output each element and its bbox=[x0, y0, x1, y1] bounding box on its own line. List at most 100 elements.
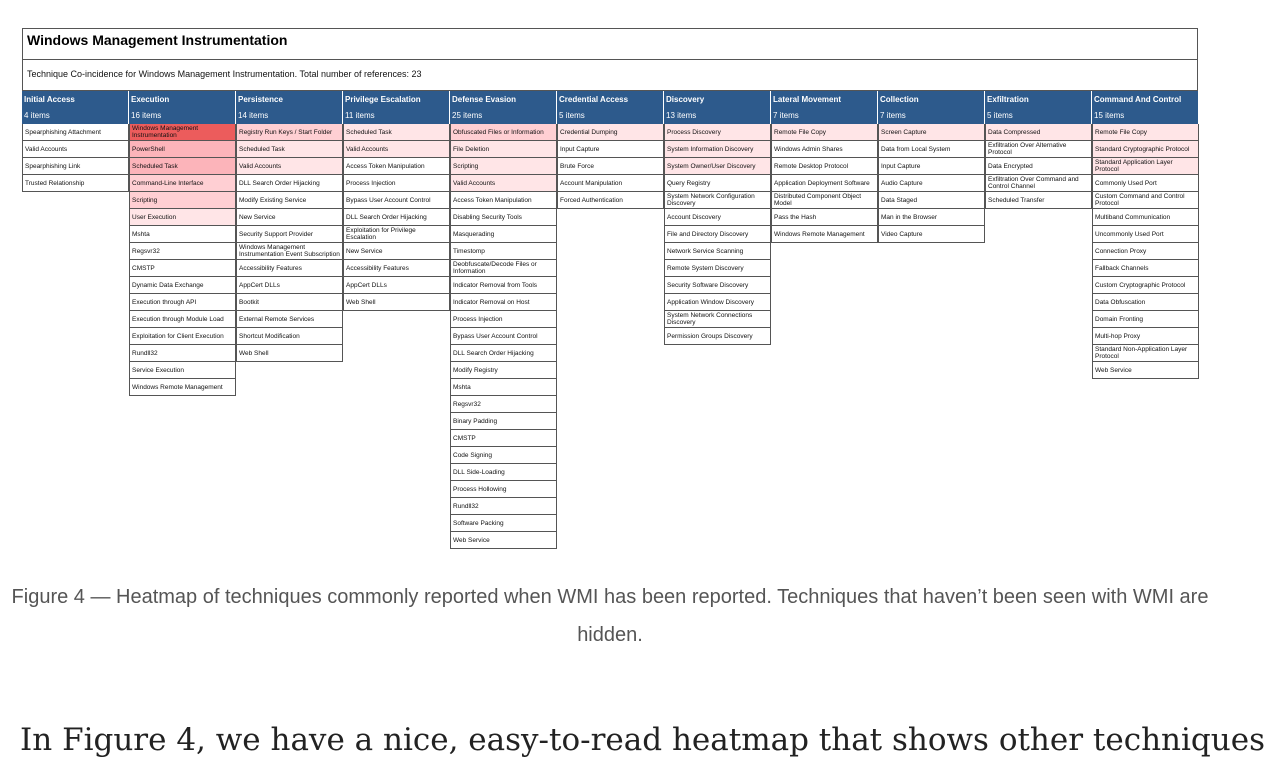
tactic-header: Credential Access 5 items bbox=[557, 91, 664, 124]
technique-cell: Mshta bbox=[129, 226, 236, 243]
technique-cell: Windows Remote Management bbox=[771, 226, 878, 243]
technique-cell: Pass the Hash bbox=[771, 209, 878, 226]
tactic-name: Privilege Escalation bbox=[345, 95, 421, 104]
tactic-name: Execution bbox=[131, 95, 170, 104]
technique-cell: System Network Connections Discovery bbox=[664, 311, 771, 328]
technique-cell: Spearphishing Attachment bbox=[22, 124, 129, 141]
technique-cell: DLL Search Order Hijacking bbox=[450, 345, 557, 362]
tactic-column: Execution 16 items Windows Management Inst… bbox=[129, 91, 236, 396]
technique-cell: Permission Groups Discovery bbox=[664, 328, 771, 345]
technique-cell: Custom Command and Control Protocol bbox=[1092, 192, 1199, 209]
technique-cell: Remote File Copy bbox=[1092, 124, 1199, 141]
tactic-column: Defense Evasion 25 items Obfuscated Files … bbox=[450, 91, 557, 549]
technique-cell: Brute Force bbox=[557, 158, 664, 175]
technique-cell: Indicator Removal on Host bbox=[450, 294, 557, 311]
body-paragraph: In Figure 4, we have a nice, easy-to-rea… bbox=[20, 722, 1265, 758]
technique-cell: Process Injection bbox=[343, 175, 450, 192]
technique-cell: Remote System Discovery bbox=[664, 260, 771, 277]
technique-cell: Deobfuscate/Decode Files or Information bbox=[450, 260, 557, 277]
tactic-header: Defense Evasion 25 items bbox=[450, 91, 557, 124]
technique-cell: Windows Remote Management bbox=[129, 379, 236, 396]
technique-cell: Access Token Manipulation bbox=[450, 192, 557, 209]
technique-cell: Valid Accounts bbox=[22, 141, 129, 158]
technique-cell: Obfuscated Files or Information bbox=[450, 124, 557, 141]
technique-cell: Input Capture bbox=[878, 158, 985, 175]
tactic-name: Persistence bbox=[238, 95, 283, 104]
technique-cell: Regsvr32 bbox=[129, 243, 236, 260]
tactic-item-count: 7 items bbox=[773, 111, 799, 120]
technique-cell: PowerShell bbox=[129, 141, 236, 158]
technique-cell: Data Encrypted bbox=[985, 158, 1092, 175]
technique-cell: Windows Admin Shares bbox=[771, 141, 878, 158]
tactic-item-count: 16 items bbox=[131, 111, 162, 120]
technique-cell: Dynamic Data Exchange bbox=[129, 277, 236, 294]
technique-cell: Audio Capture bbox=[878, 175, 985, 192]
tactic-item-count: 4 items bbox=[24, 111, 50, 120]
technique-cell: Domain Fronting bbox=[1092, 311, 1199, 328]
technique-cell: Scripting bbox=[129, 192, 236, 209]
technique-cell: Binary Padding bbox=[450, 413, 557, 430]
technique-cell: Network Service Scanning bbox=[664, 243, 771, 260]
technique-cell: Scripting bbox=[450, 158, 557, 175]
technique-cell: Timestomp bbox=[450, 243, 557, 260]
tactic-item-count: 15 items bbox=[1094, 111, 1125, 120]
technique-cell: CMSTP bbox=[129, 260, 236, 277]
technique-cell: Commonly Used Port bbox=[1092, 175, 1199, 192]
tactic-column: Lateral Movement 7 items Remote File Copy W… bbox=[771, 91, 878, 243]
technique-cell: Windows Management Instrumentation Event… bbox=[236, 243, 343, 260]
technique-cell: Standard Non-Application Layer Protocol bbox=[1092, 345, 1199, 362]
technique-cell: New Service bbox=[236, 209, 343, 226]
technique-cell: External Remote Services bbox=[236, 311, 343, 328]
technique-cell: Web Service bbox=[1092, 362, 1199, 379]
tactic-column: Initial Access 4 items Spearphishing Attac… bbox=[22, 91, 129, 192]
technique-cell: Modify Registry bbox=[450, 362, 557, 379]
technique-cell: Rundll32 bbox=[450, 498, 557, 515]
figure-subtitle: Technique Co-incidence for Windows Manag… bbox=[22, 59, 1198, 91]
technique-cell: User Execution bbox=[129, 209, 236, 226]
technique-cell: Fallback Channels bbox=[1092, 260, 1199, 277]
technique-cell: Video Capture bbox=[878, 226, 985, 243]
technique-cell: Bootkit bbox=[236, 294, 343, 311]
technique-cell: Scheduled Task bbox=[343, 124, 450, 141]
technique-cell: Connection Proxy bbox=[1092, 243, 1199, 260]
technique-cell: Valid Accounts bbox=[236, 158, 343, 175]
technique-cell: Man in the Browser bbox=[878, 209, 985, 226]
tactic-columns: Initial Access 4 items Spearphishing Attac… bbox=[22, 91, 1199, 549]
technique-cell: Code Signing bbox=[450, 447, 557, 464]
technique-cell: Shortcut Modification bbox=[236, 328, 343, 345]
tactic-item-count: 7 items bbox=[880, 111, 906, 120]
technique-cell: Bypass User Account Control bbox=[343, 192, 450, 209]
tactic-name: Lateral Movement bbox=[773, 95, 842, 104]
technique-cell: System Owner/User Discovery bbox=[664, 158, 771, 175]
technique-cell: Web Shell bbox=[236, 345, 343, 362]
tactic-header: Command And Control 15 items bbox=[1092, 91, 1199, 124]
technique-cell: Exploitation for Privilege Escalation bbox=[343, 226, 450, 243]
technique-cell: Uncommonly Used Port bbox=[1092, 226, 1199, 243]
technique-cell: Multi-hop Proxy bbox=[1092, 328, 1199, 345]
technique-cell: Exploitation for Client Execution bbox=[129, 328, 236, 345]
tactic-name: Credential Access bbox=[559, 95, 629, 104]
technique-cell: Standard Application Layer Protocol bbox=[1092, 158, 1199, 175]
technique-cell: Exfiltration Over Alternative Protocol bbox=[985, 141, 1092, 158]
tactic-header: Initial Access 4 items bbox=[22, 91, 129, 124]
technique-cell: Software Packing bbox=[450, 515, 557, 532]
technique-cell: Security Software Discovery bbox=[664, 277, 771, 294]
technique-cell: Standard Cryptographic Protocol bbox=[1092, 141, 1199, 158]
technique-cell: File and Directory Discovery bbox=[664, 226, 771, 243]
technique-cell: Access Token Manipulation bbox=[343, 158, 450, 175]
tactic-column: Command And Control 15 items Remote File C… bbox=[1092, 91, 1199, 379]
tactic-header: Privilege Escalation 11 items bbox=[343, 91, 450, 124]
figure-title: Windows Management Instrumentation bbox=[22, 28, 1198, 59]
technique-cell: CMSTP bbox=[450, 430, 557, 447]
tactic-name: Exfiltration bbox=[987, 95, 1029, 104]
technique-cell: Accessibility Features bbox=[236, 260, 343, 277]
technique-cell: System Network Configuration Discovery bbox=[664, 192, 771, 209]
technique-cell: Data Staged bbox=[878, 192, 985, 209]
tactic-item-count: 25 items bbox=[452, 111, 483, 120]
technique-cell: Service Execution bbox=[129, 362, 236, 379]
tactic-column: Discovery 13 items Process Discovery System… bbox=[664, 91, 771, 345]
technique-cell: Screen Capture bbox=[878, 124, 985, 141]
technique-cell: Accessibility Features bbox=[343, 260, 450, 277]
technique-cell: Indicator Removal from Tools bbox=[450, 277, 557, 294]
tactic-column: Collection 7 items Screen Capture Data from… bbox=[878, 91, 985, 243]
